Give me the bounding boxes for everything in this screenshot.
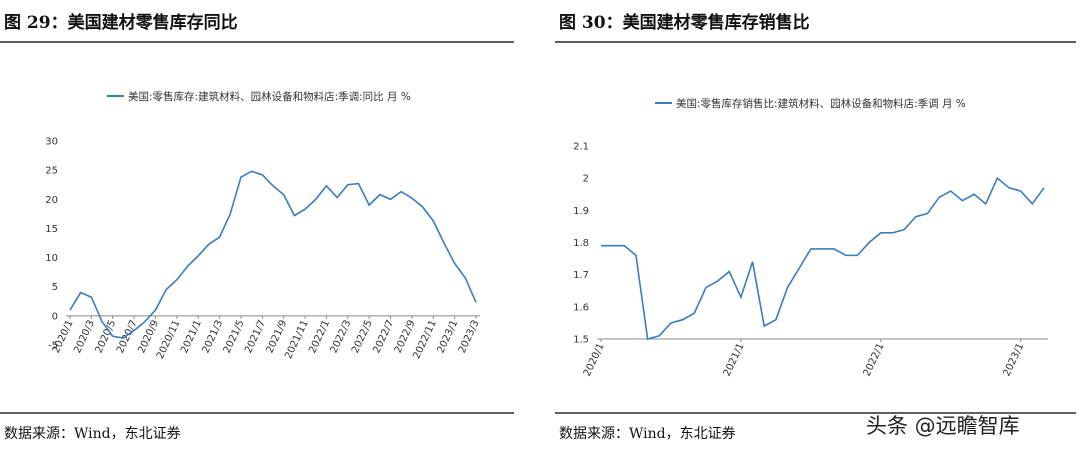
- y-tick-label: 1.8: [573, 238, 589, 249]
- y-tick-label: -5: [48, 341, 58, 352]
- y-tick-label: 2: [583, 174, 589, 185]
- y-tick-label: 1.9: [573, 206, 589, 217]
- legend-label: 美国:零售库存:建筑材料、园林设备和物料店:季调:同比 月 %: [128, 90, 411, 103]
- y-tick-label: 1.6: [573, 302, 589, 313]
- y-tick-label: 5: [52, 282, 58, 293]
- y-tick-label: 0: [52, 311, 58, 322]
- legend-label: 美国:零售库存销售比:建筑材料、园林设备和物料店:季调 月 %: [676, 97, 966, 110]
- source-note: 数据来源：Wind，东北证券: [559, 426, 736, 442]
- y-tick-label: 25: [45, 166, 58, 177]
- y-tick-label: 10: [45, 253, 58, 264]
- y-tick-label: 15: [45, 224, 58, 235]
- y-tick-label: 30: [45, 137, 58, 148]
- chart-title: 图 30：美国建材零售库存销售比: [559, 12, 810, 33]
- chart-title: 图 29：美国建材零售库存同比: [4, 12, 238, 33]
- y-tick-label: 1.5: [573, 335, 589, 346]
- source-note: 数据来源：Wind，东北证券: [4, 426, 181, 442]
- y-tick-label: 1.7: [573, 270, 589, 281]
- data-line: [69, 170, 477, 339]
- data-line: [601, 176, 1045, 341]
- y-tick-label: 20: [45, 195, 58, 206]
- watermark: 头条 @远瞻智库: [866, 414, 1020, 438]
- y-tick-label: 2.1: [573, 142, 589, 153]
